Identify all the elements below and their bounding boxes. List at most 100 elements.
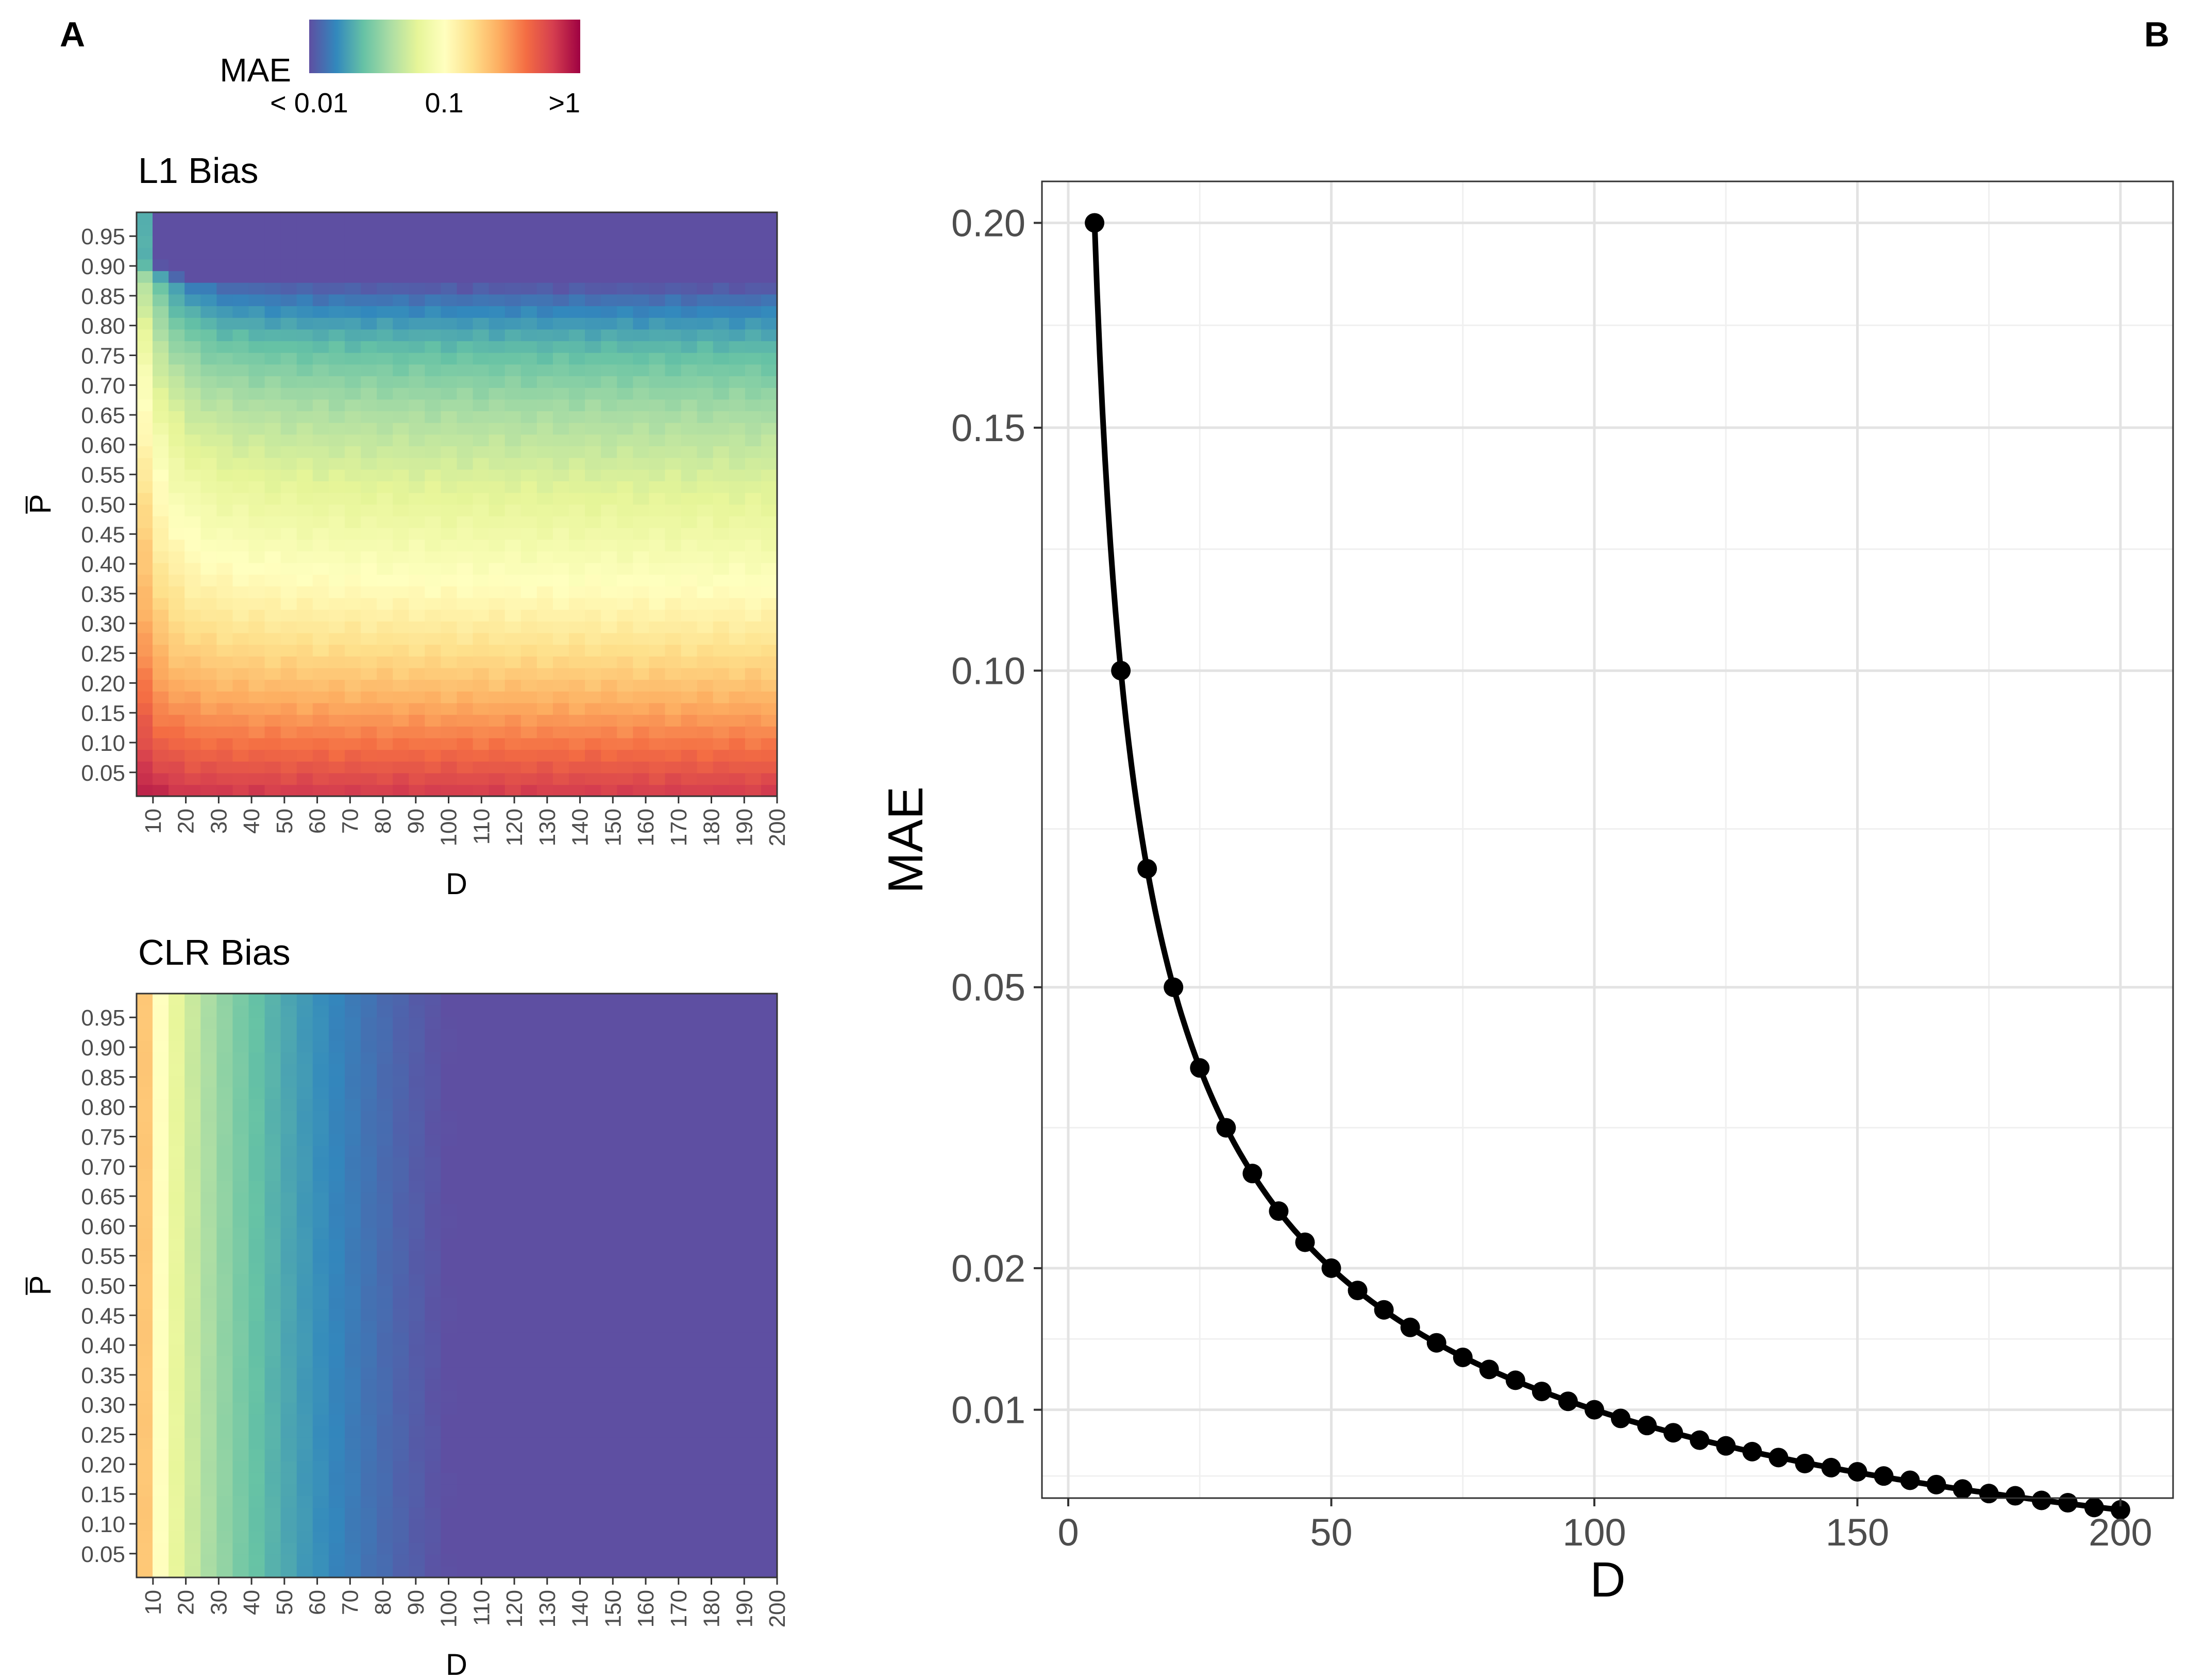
- y-tick-label: 0.85: [81, 1065, 125, 1090]
- heatmap-cell: [601, 574, 618, 586]
- heatmap-cell: [169, 481, 186, 493]
- heatmap-cell: [536, 1542, 553, 1555]
- heatmap-cell: [504, 469, 521, 481]
- heatmap-cell: [232, 306, 249, 318]
- heatmap-cell: [504, 1087, 521, 1099]
- heatmap-cell: [520, 1227, 537, 1239]
- heatmap-cell: [312, 632, 329, 645]
- heatmap-cell: [441, 317, 458, 330]
- heatmap-cell: [601, 749, 618, 762]
- heatmap-cell: [344, 1507, 361, 1520]
- heatmap-cell: [697, 994, 714, 1006]
- heatmap-cell: [697, 376, 714, 388]
- heatmap-cell: [585, 1133, 601, 1146]
- data-point: [1690, 1430, 1710, 1450]
- heatmap-cell: [328, 1110, 345, 1123]
- heatmap-cell: [328, 726, 345, 738]
- heatmap-cell: [585, 644, 601, 657]
- heatmap-cell: [473, 457, 490, 470]
- heatmap-cell: [264, 737, 281, 750]
- heatmap-cell: [200, 1531, 217, 1543]
- heatmap-cell: [473, 1554, 490, 1567]
- heatmap-cell: [409, 492, 426, 505]
- heatmap-cell: [761, 714, 778, 727]
- heatmap-cell: [761, 341, 778, 353]
- heatmap-cell: [457, 1273, 474, 1286]
- heatmap-cell: [457, 1531, 474, 1543]
- heatmap-cell: [713, 224, 730, 237]
- heatmap-cell: [520, 434, 537, 446]
- heatmap-cell: [441, 1484, 458, 1497]
- heatmap-cell: [536, 1297, 553, 1309]
- heatmap-cell: [344, 667, 361, 680]
- heatmap-cell: [200, 1157, 217, 1169]
- heatmap-cell: [649, 1496, 666, 1508]
- heatmap-cell: [457, 1308, 474, 1321]
- heatmap-cell: [184, 1332, 201, 1345]
- heatmap-cell: [473, 527, 490, 540]
- heatmap-cell: [153, 702, 169, 715]
- heatmap-cell: [761, 1017, 778, 1029]
- heatmap-cell: [153, 282, 169, 295]
- heatmap-cell: [184, 411, 201, 423]
- heatmap-l1-y-ticks: 0.950.900.850.800.750.700.650.600.550.50…: [81, 224, 137, 786]
- heatmap-cell: [264, 1017, 281, 1029]
- heatmap-cell: [361, 492, 377, 505]
- heatmap-cell: [601, 446, 618, 458]
- heatmap-cell: [264, 329, 281, 342]
- heatmap-cell: [232, 364, 249, 377]
- heatmap-cell: [153, 1098, 169, 1111]
- heatmap-cell: [665, 1192, 682, 1204]
- heatmap-cell: [713, 434, 730, 446]
- heatmap-cell: [665, 224, 682, 237]
- heatmap-cell: [248, 667, 265, 680]
- panel-label-b: B: [2144, 15, 2169, 54]
- heatmap-cell: [489, 422, 506, 435]
- heatmap-cell: [681, 1566, 698, 1578]
- heatmap-cell: [232, 1414, 249, 1426]
- heatmap-cell: [585, 1203, 601, 1216]
- heatmap-cell: [184, 597, 201, 610]
- heatmap-cell: [504, 422, 521, 435]
- heatmap-cell: [681, 737, 698, 750]
- heatmap-cell: [425, 1460, 442, 1473]
- heatmap-cell: [489, 1566, 506, 1578]
- heatmap-cell: [169, 784, 186, 797]
- heatmap-cell: [552, 1203, 569, 1216]
- heatmap-cell: [697, 609, 714, 621]
- heatmap-cell: [552, 434, 569, 446]
- heatmap-cell: [665, 1437, 682, 1450]
- heatmap-cell: [473, 1133, 490, 1146]
- heatmap-cell: [344, 1285, 361, 1298]
- heatmap-cell: [393, 667, 410, 680]
- heatmap-cell: [137, 212, 153, 225]
- heatmap-cell: [457, 282, 474, 295]
- heatmap-cell: [264, 1028, 281, 1041]
- heatmap-cell: [425, 1005, 442, 1018]
- heatmap-cell: [328, 492, 345, 505]
- heatmap-cell: [617, 1472, 634, 1485]
- heatmap-cell: [377, 1343, 394, 1356]
- colorbar-label-max: >1: [548, 88, 580, 119]
- data-point: [1663, 1423, 1684, 1443]
- heatmap-cell: [536, 492, 553, 505]
- heatmap-cell: [713, 212, 730, 225]
- heatmap-cell: [489, 1087, 506, 1099]
- heatmap-cell: [649, 1005, 666, 1018]
- heatmap-cell: [153, 224, 169, 237]
- heatmap-cell: [409, 399, 426, 412]
- heatmap-cell: [248, 714, 265, 727]
- heatmap-cell: [601, 1285, 618, 1298]
- heatmap-cell: [344, 1250, 361, 1263]
- heatmap-cell: [425, 516, 442, 528]
- heatmap-cell: [729, 1180, 746, 1193]
- heatmap-cell: [200, 621, 217, 633]
- heatmap-cell: [232, 772, 249, 785]
- heatmap-cell: [713, 1308, 730, 1321]
- data-point: [1374, 1300, 1394, 1320]
- heatmap-cell: [361, 481, 377, 493]
- heatmap-cell: [473, 1355, 490, 1368]
- heatmap-cell: [377, 399, 394, 412]
- heatmap-cell: [296, 749, 313, 762]
- heatmap-cell: [457, 411, 474, 423]
